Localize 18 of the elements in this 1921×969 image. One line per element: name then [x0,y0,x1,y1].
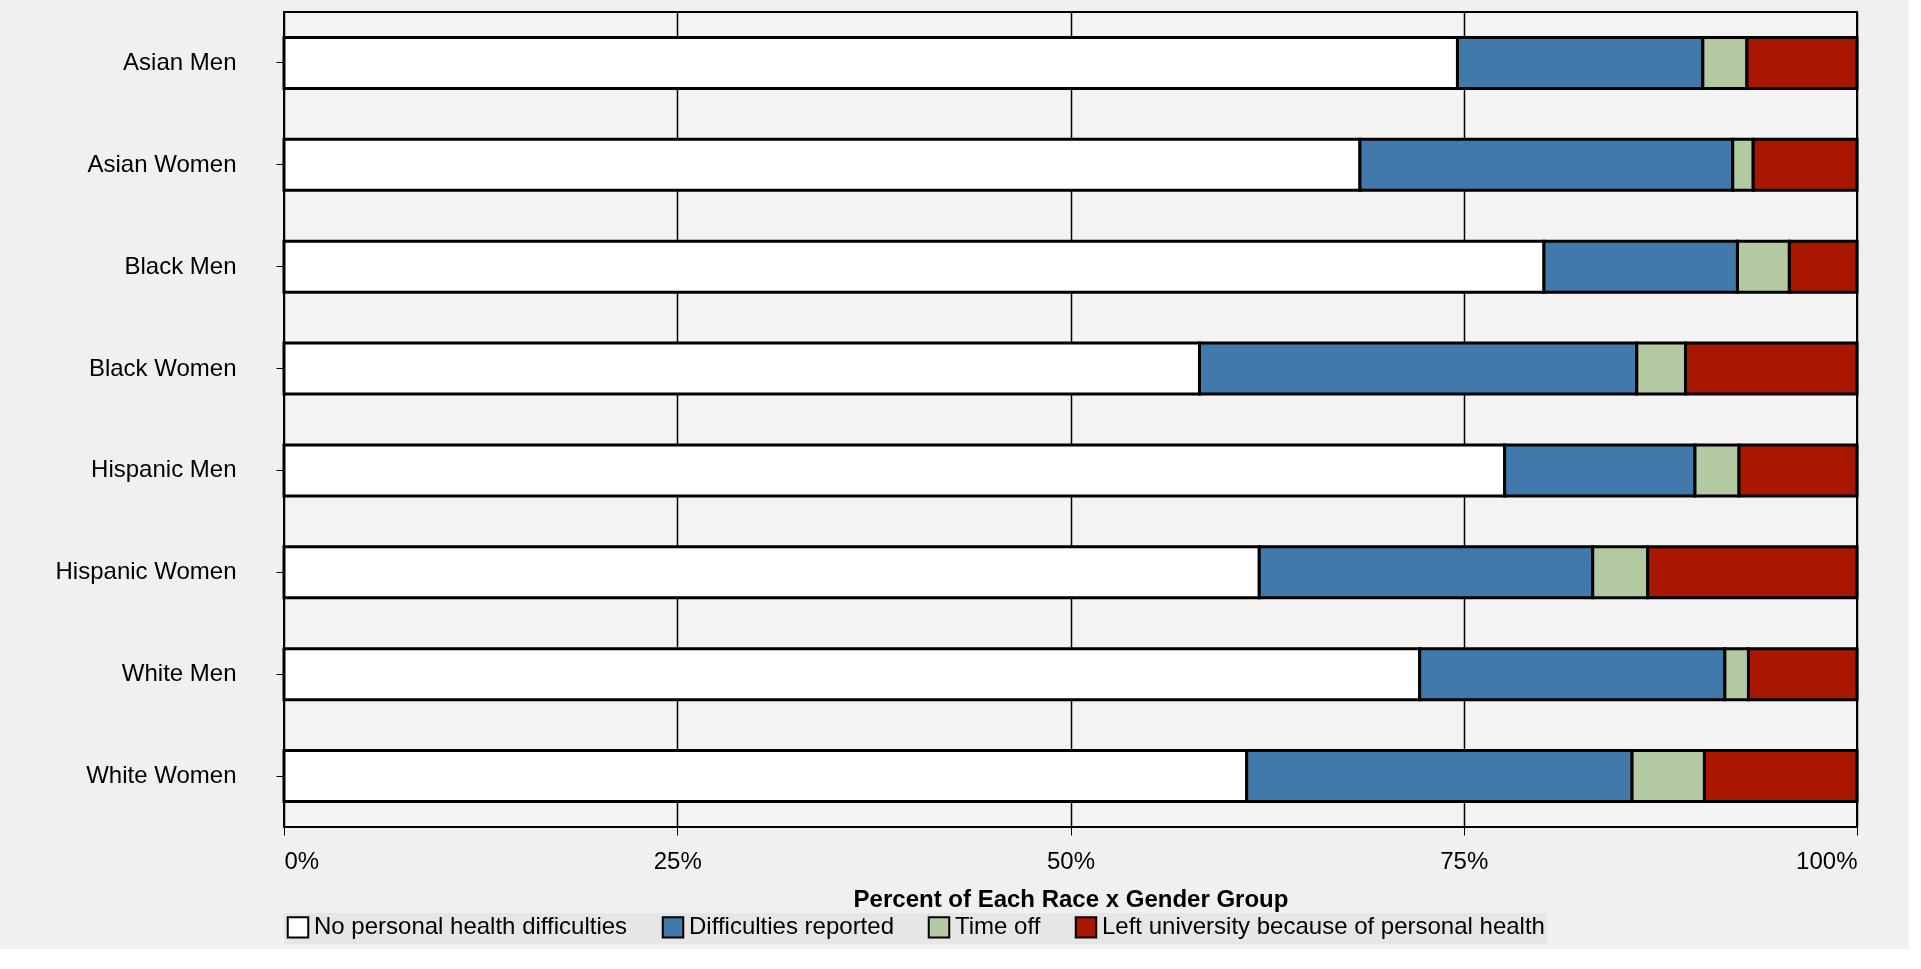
y-tick-label: Black Women [88,353,237,381]
x-tick-label: 100% [1796,846,1858,874]
x-tick-label: 0% [284,846,320,874]
y-tick-label: Black Men [124,251,237,279]
x-axis-title: Percent of Each Race x Gender Group [853,884,1289,912]
y-tick-label: White Women [86,761,237,789]
legend-label: Left university because of personal health [1102,912,1545,940]
legend-label: Time off [955,912,1041,940]
y-tick-label: Asian Men [123,47,237,75]
legend-label: No personal health difficulties [314,912,628,940]
x-tick-label: 50% [1046,846,1096,874]
y-tick-label: Hispanic Men [91,455,237,483]
y-tick-label: Hispanic Women [55,557,237,585]
x-tick-label: 25% [653,846,702,874]
y-tick-label: Asian Women [87,149,237,177]
legend-label: Difficulties reported [689,912,894,940]
y-tick-label: White Men [121,659,237,687]
x-tick-label: 75% [1440,846,1489,874]
